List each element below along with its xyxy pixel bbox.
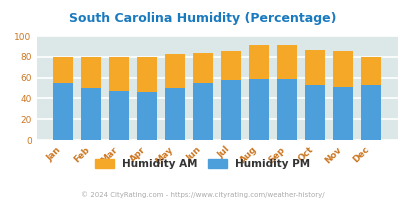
Bar (109, 57, 129, 91)
Bar (277, 45, 296, 79)
Bar (360, 85, 381, 140)
Bar (81, 57, 101, 88)
Legend: Humidity AM, Humidity PM: Humidity AM, Humidity PM (95, 159, 310, 169)
Text: South Carolina Humidity (Percentage): South Carolina Humidity (Percentage) (69, 12, 336, 25)
Bar (221, 51, 241, 80)
Bar (249, 45, 269, 79)
Bar (109, 91, 129, 140)
Bar (137, 57, 157, 92)
Bar (360, 57, 381, 85)
Bar (53, 57, 73, 83)
Bar (277, 79, 296, 140)
Bar (193, 53, 213, 83)
Bar (81, 88, 101, 140)
Bar (305, 50, 324, 85)
Bar (333, 87, 353, 140)
Bar (249, 79, 269, 140)
Bar (305, 85, 324, 140)
Bar (221, 80, 241, 140)
Bar (53, 83, 73, 140)
Bar (193, 83, 213, 140)
Bar (165, 54, 185, 88)
Text: © 2024 CityRating.com - https://www.cityrating.com/weather-history/: © 2024 CityRating.com - https://www.city… (81, 191, 324, 198)
Bar (165, 88, 185, 140)
Bar (137, 92, 157, 140)
Bar (333, 51, 353, 87)
